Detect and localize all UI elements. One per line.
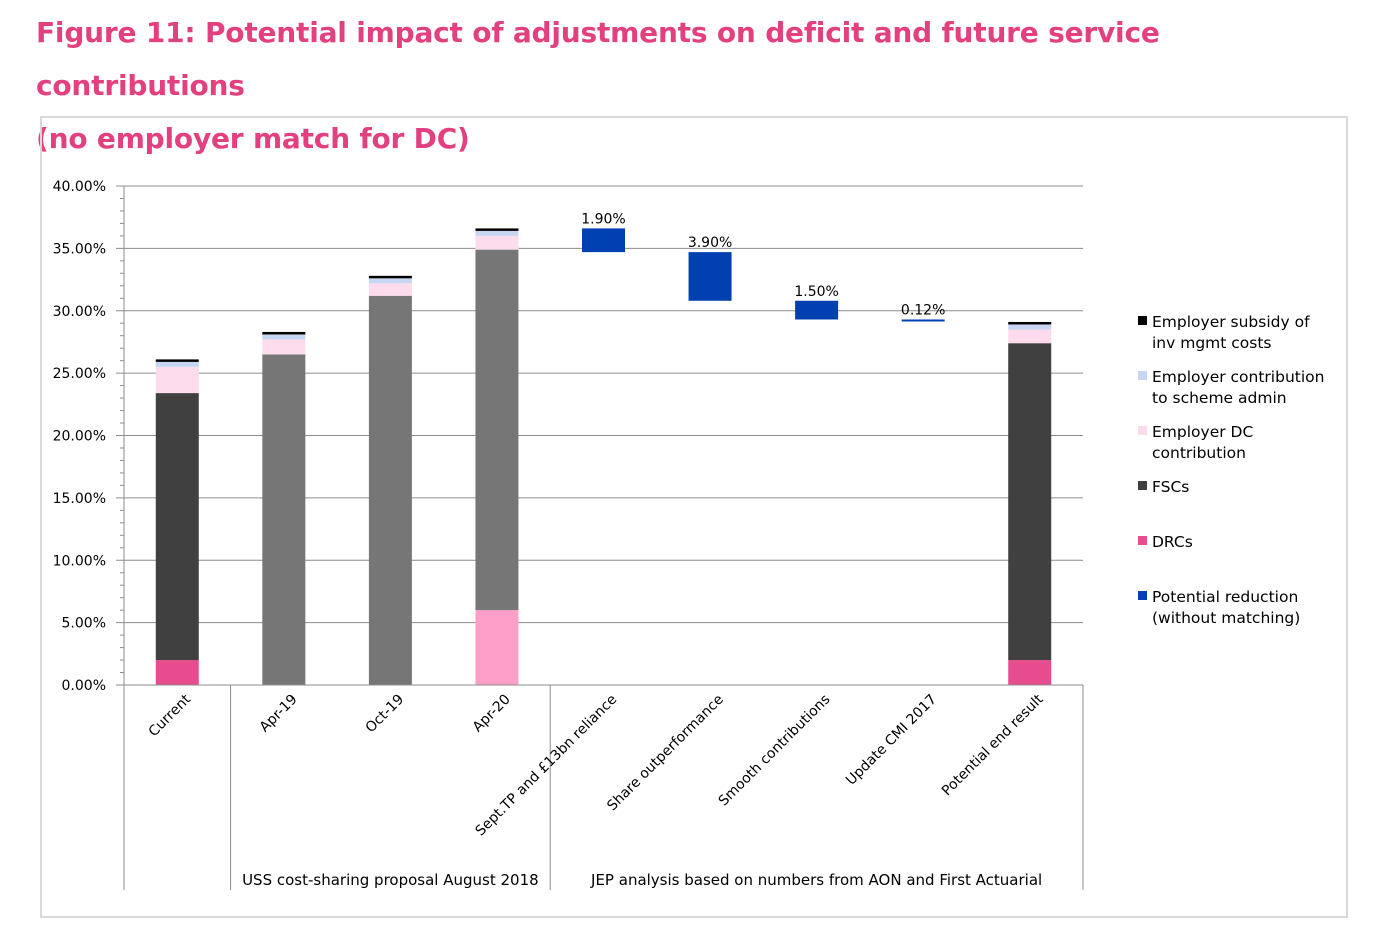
x-category-label: Current — [146, 691, 195, 740]
figure-title: Figure 11: Potential impact of adjustmen… — [36, 6, 1366, 165]
y-tick-label: 15.00% — [53, 491, 106, 507]
legend-label: Employer subsidy of — [1152, 313, 1310, 331]
x-group-label: JEP analysis based on numbers from AON a… — [590, 871, 1042, 889]
reduction-bar — [688, 252, 732, 301]
y-tick-label: 5.00% — [62, 616, 106, 632]
x-category-label: Apr-19 — [257, 692, 301, 736]
bar-segment — [155, 359, 199, 362]
legend-label: Employer contribution — [1152, 368, 1324, 386]
legend-label: to scheme admin — [1152, 389, 1287, 407]
legend-label: (without matching) — [1152, 609, 1300, 627]
figure-title-line2: (no employer match for DC) — [36, 122, 470, 155]
x-category-label: Oct-19 — [363, 692, 408, 737]
legend-swatch — [1138, 536, 1147, 545]
legend-label: inv mgmt costs — [1152, 334, 1272, 352]
bar-segment — [262, 354, 306, 685]
legend-label: FSCs — [1152, 478, 1189, 496]
bar-segment — [368, 278, 412, 284]
bar-segment — [1008, 343, 1052, 661]
x-category-label: Update CMI 2017 — [843, 692, 940, 789]
legend-swatch — [1138, 481, 1147, 490]
bar-segment — [155, 660, 199, 685]
bar-segment — [1008, 324, 1052, 330]
figure-title-line1: Figure 11: Potential impact of adjustmen… — [36, 16, 1160, 102]
chart-frame — [40, 116, 1348, 918]
y-tick-label: 30.00% — [53, 304, 106, 320]
y-tick-label: 25.00% — [53, 366, 106, 382]
legend-swatch — [1138, 426, 1147, 435]
reduction-bar — [901, 319, 945, 322]
bar-segment — [368, 283, 412, 296]
bar-segment — [155, 366, 199, 394]
x-category-label: Share outperformance — [604, 692, 727, 815]
bar-segment — [475, 230, 519, 236]
bar-segment — [155, 361, 199, 367]
bar-segment — [368, 275, 412, 279]
reduction-bar — [795, 300, 839, 320]
y-tick-label: 10.00% — [53, 553, 106, 569]
bar-segment — [262, 331, 306, 335]
x-category-label: Smooth contributions — [716, 692, 834, 810]
bar-segment — [475, 610, 519, 685]
reduction-bar — [582, 228, 625, 253]
y-tick-label: 20.00% — [53, 429, 106, 445]
bar-segment — [155, 393, 199, 661]
bar-segment — [368, 295, 412, 685]
legend-swatch — [1138, 371, 1147, 380]
y-tick-label: 0.00% — [62, 678, 106, 694]
bar-segment — [262, 339, 306, 355]
bar-segment — [1008, 321, 1052, 325]
bar-segment — [1008, 329, 1052, 344]
legend-swatch — [1138, 591, 1147, 600]
bar-segment — [475, 249, 519, 611]
legend-label: contribution — [1152, 444, 1246, 462]
bar-segment — [475, 228, 519, 231]
bar-segment — [475, 235, 519, 250]
bar-segment — [262, 334, 306, 340]
y-tick-label: 35.00% — [53, 241, 106, 257]
data-label: 1.50% — [794, 284, 838, 300]
bar-segment — [1008, 660, 1052, 685]
x-category-label: Apr-20 — [470, 692, 514, 736]
data-label: 3.90% — [688, 235, 732, 251]
data-label: 1.90% — [581, 211, 625, 227]
data-label: 0.12% — [901, 302, 945, 318]
legend-swatch — [1138, 316, 1147, 325]
legend-label: Employer DC — [1152, 423, 1253, 441]
y-tick-label: 40.00% — [53, 179, 106, 195]
x-group-label: USS cost-sharing proposal August 2018 — [242, 871, 539, 889]
legend-label: Potential reduction — [1152, 588, 1298, 606]
x-category-label: Potential end result — [939, 691, 1047, 799]
legend-label: DRCs — [1152, 533, 1193, 551]
